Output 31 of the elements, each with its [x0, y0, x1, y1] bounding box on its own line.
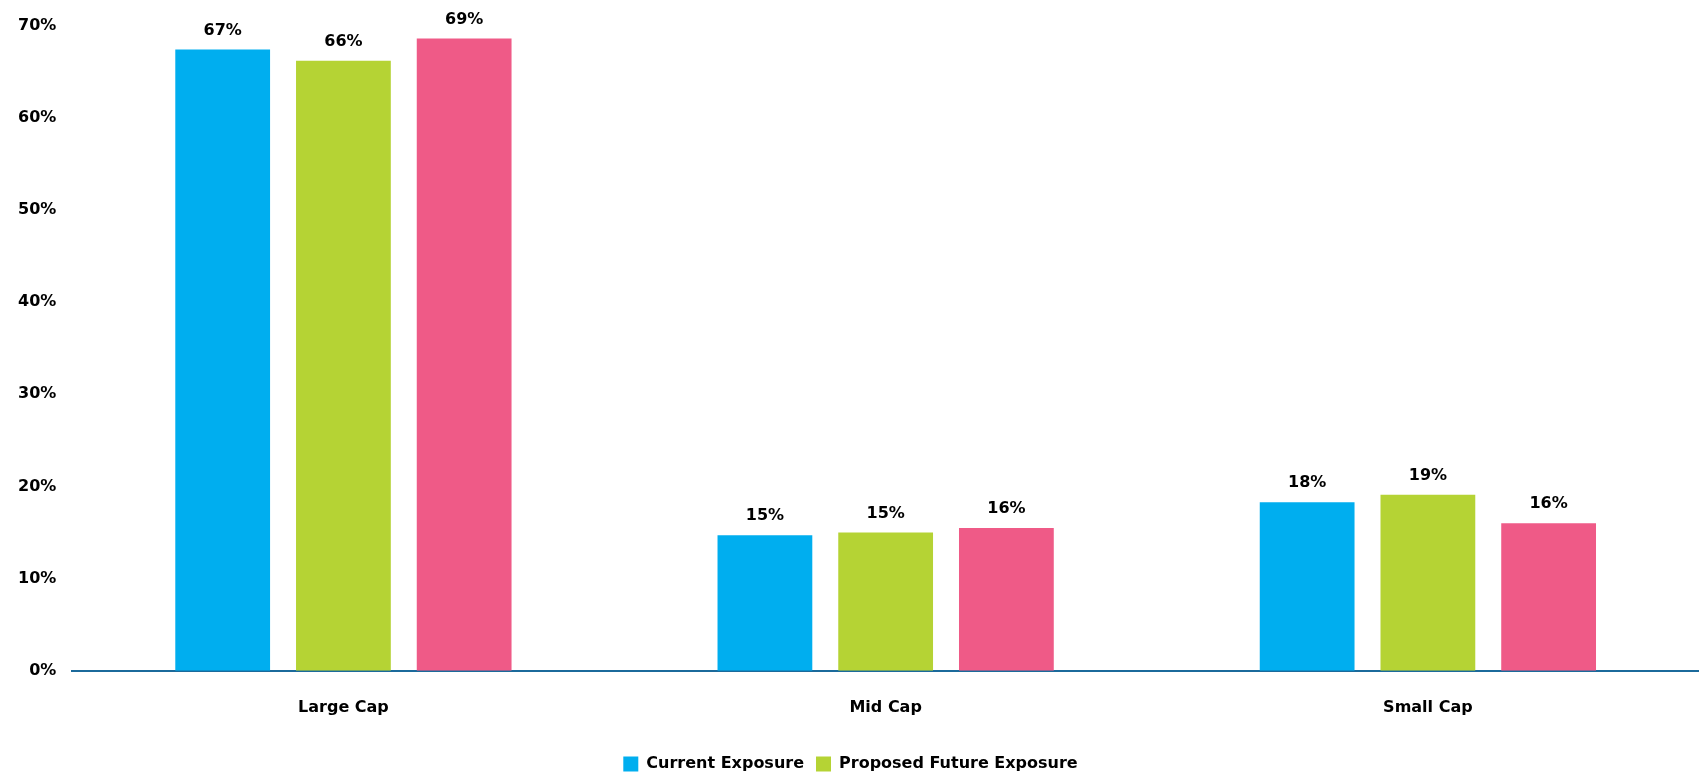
- legend-label: Current Exposure: [646, 753, 805, 773]
- x-tick-label: Large Cap: [298, 696, 389, 716]
- x-tick-label: Mid Cap: [849, 696, 922, 716]
- bar: [959, 527, 1054, 671]
- y-tick-label: 60%: [18, 106, 57, 126]
- bar: [416, 38, 512, 671]
- legend-label: Proposed Future Exposure: [839, 753, 1078, 773]
- bar: [296, 60, 391, 671]
- data-label: 15%: [866, 502, 905, 522]
- y-tick-label: 30%: [18, 383, 57, 403]
- y-tick-label: 20%: [18, 475, 57, 495]
- data-label: 19%: [1408, 464, 1448, 484]
- data-label: 66%: [324, 30, 363, 50]
- bar: [717, 535, 813, 671]
- x-tick-label: Small Cap: [1383, 696, 1473, 716]
- data-label: 15%: [745, 505, 785, 525]
- bar: [175, 49, 271, 671]
- data-label: 16%: [987, 497, 1026, 517]
- bar: [1501, 523, 1597, 671]
- y-tick-label: 50%: [18, 199, 57, 219]
- bar: [838, 532, 934, 671]
- data-label: 69%: [445, 8, 484, 28]
- y-tick-label: 10%: [18, 567, 57, 587]
- data-label: 18%: [1288, 472, 1327, 492]
- data-label: 67%: [203, 19, 242, 39]
- bar: [1380, 494, 1476, 671]
- data-label: 16%: [1529, 493, 1568, 513]
- y-tick-label: 70%: [18, 14, 57, 34]
- y-tick-label: 40%: [18, 291, 57, 311]
- bar: [1259, 502, 1355, 671]
- y-tick-label: 0%: [29, 659, 57, 679]
